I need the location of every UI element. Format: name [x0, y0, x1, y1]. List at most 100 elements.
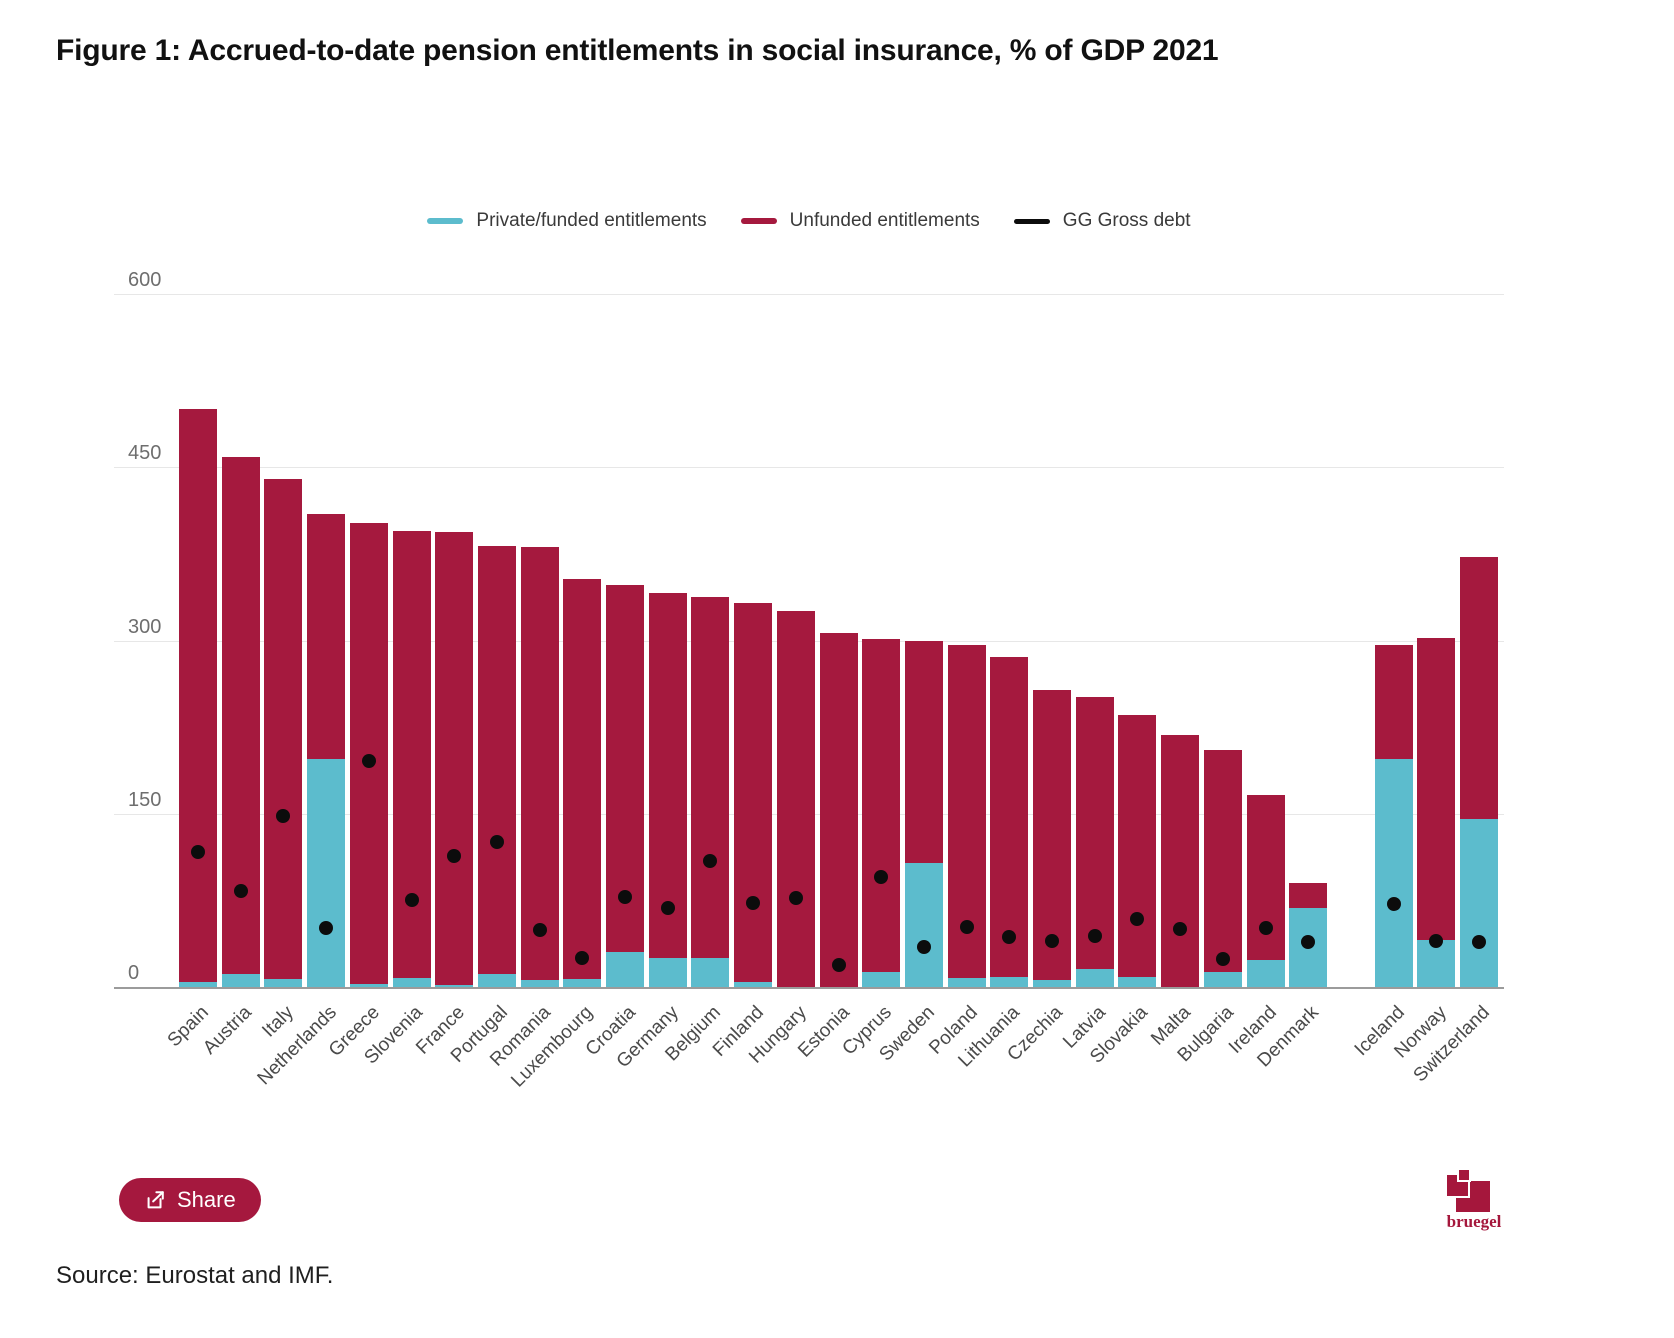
bar-finland	[734, 603, 773, 987]
debt-dot-cyprus	[874, 870, 889, 885]
unfunded-segment	[1118, 715, 1157, 977]
unfunded-segment	[179, 408, 217, 983]
bar-austria	[221, 457, 260, 987]
bar-netherlands	[307, 513, 346, 987]
debt-dot-austria	[233, 884, 248, 898]
unfunded-segment	[904, 641, 943, 864]
bar-ireland	[1246, 795, 1285, 987]
y-tick-label-300: 300	[128, 615, 162, 638]
debt-dot-romania	[532, 923, 547, 938]
bruegel-logo[interactable]: bruegel	[1444, 1168, 1504, 1232]
bar-cyprus	[862, 638, 901, 987]
debt-dot-poland	[959, 919, 974, 934]
bar-germany	[648, 592, 687, 987]
debt-dot-luxembourg	[575, 951, 590, 966]
debt-dot-lithuania	[1002, 930, 1017, 945]
funded-segment	[990, 976, 1029, 987]
debt-dot-greece	[361, 754, 376, 769]
debt-dot-spain	[191, 844, 205, 859]
funded-segment	[904, 863, 943, 987]
bar-lithuania	[990, 657, 1029, 987]
unfunded-segment	[734, 603, 773, 983]
gridline-450	[114, 467, 1504, 469]
legend-swatch-debt	[1013, 218, 1050, 224]
bar-bulgaria	[1203, 749, 1242, 987]
debt-dot-malta	[1173, 922, 1188, 937]
debt-dot-norway	[1429, 933, 1444, 948]
funded-segment	[179, 982, 217, 987]
debt-dot-latvia	[1087, 929, 1102, 944]
funded-segment	[435, 984, 474, 987]
bar-malta	[1161, 734, 1200, 987]
y-tick-label-600: 600	[128, 269, 162, 291]
debt-dot-portugal	[489, 835, 504, 850]
logo-wordmark: bruegel	[1446, 1212, 1502, 1231]
legend-swatch-unfunded	[740, 218, 777, 224]
debt-dot-italy	[276, 808, 291, 823]
debt-dot-switzerland	[1472, 934, 1486, 949]
funded-segment	[221, 974, 260, 987]
funded-segment	[1075, 968, 1114, 987]
funded-segment	[392, 977, 431, 987]
unfunded-segment	[819, 633, 858, 987]
bar-czechia	[1033, 689, 1071, 987]
y-tick-label-150: 150	[128, 788, 162, 811]
debt-dot-czechia	[1045, 933, 1059, 948]
unfunded-segment	[349, 523, 388, 984]
bar-france	[435, 532, 474, 987]
unfunded-segment	[1289, 882, 1328, 909]
funded-segment	[1203, 971, 1242, 987]
legend-label: Private/funded entitlements	[476, 210, 707, 231]
legend-label: Unfunded entitlements	[789, 210, 980, 231]
bar-belgium	[691, 597, 730, 987]
y-tick-label-0: 0	[128, 962, 140, 984]
bar-italy	[264, 479, 303, 987]
logo-square-small	[1457, 1168, 1471, 1182]
debt-dot-slovenia	[404, 893, 419, 908]
bar-spain	[179, 408, 217, 987]
debt-dot-finland	[746, 895, 761, 910]
chart-legend: Private/funded entitlements Unfunded enti…	[114, 210, 1504, 232]
bar-estonia	[819, 633, 858, 987]
unfunded-segment	[1417, 637, 1456, 940]
unfunded-segment	[307, 513, 346, 760]
unfunded-segment	[1246, 795, 1285, 961]
bar-poland	[947, 644, 986, 987]
unfunded-segment	[1033, 689, 1071, 981]
legend-item-debt: GG Gross debt	[1013, 210, 1191, 232]
debt-dot-hungary	[788, 890, 803, 905]
bar-denmark	[1289, 882, 1328, 987]
unfunded-segment	[862, 638, 901, 972]
funded-segment	[691, 958, 730, 987]
unfunded-segment	[691, 597, 730, 959]
unfunded-segment	[1203, 749, 1242, 972]
funded-segment	[1118, 976, 1157, 987]
debt-dot-iceland	[1386, 896, 1401, 911]
share-icon	[144, 1189, 166, 1211]
debt-dot-croatia	[618, 889, 632, 904]
bar-slovakia	[1118, 715, 1157, 987]
funded-segment	[1246, 960, 1285, 987]
unfunded-segment	[648, 592, 687, 959]
bar-latvia	[1075, 696, 1114, 987]
debt-dot-estonia	[831, 958, 846, 973]
debt-dot-slovakia	[1130, 911, 1145, 926]
debt-dot-france	[447, 849, 462, 864]
unfunded-segment	[1374, 644, 1413, 760]
legend-item-unfunded: Unfunded entitlements	[740, 210, 980, 232]
unfunded-segment	[990, 657, 1029, 977]
bar-switzerland	[1460, 556, 1498, 987]
x-axis-line	[114, 987, 1504, 989]
bar-romania	[520, 547, 559, 987]
debt-dot-netherlands	[319, 921, 334, 936]
bar-hungary	[776, 611, 815, 987]
unfunded-segment	[1075, 696, 1114, 969]
share-button[interactable]: Share	[119, 1178, 261, 1222]
funded-segment	[520, 980, 559, 987]
plot-area: 0 150 300 450 600 Spain Austria Italy Netherland…	[114, 270, 1504, 1092]
legend-swatch-funded	[427, 218, 464, 224]
bar-croatia	[606, 584, 644, 987]
debt-dot-denmark	[1301, 934, 1316, 949]
debt-dot-germany	[660, 901, 675, 916]
funded-segment	[1033, 980, 1071, 987]
